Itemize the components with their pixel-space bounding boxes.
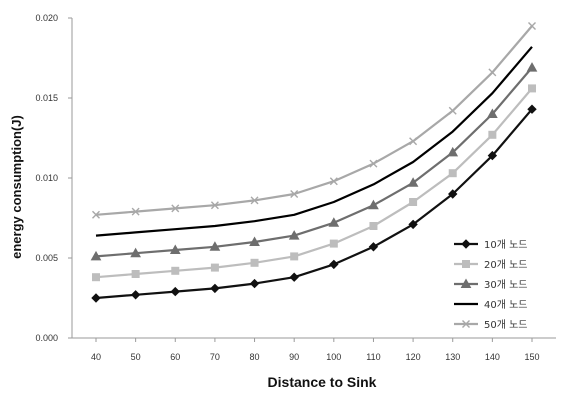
data-point	[448, 106, 457, 115]
y-tick-label: 0.005	[35, 253, 58, 263]
legend-label: 40개 노드	[484, 299, 528, 311]
y-tick-label: 0.010	[35, 173, 58, 183]
data-point	[131, 270, 140, 278]
x-tick-label: 70	[210, 352, 220, 362]
legend-label: 30개 노드	[484, 279, 528, 291]
series-2	[92, 84, 536, 282]
x-tick-label: 100	[326, 352, 341, 362]
data-point	[448, 169, 457, 178]
series-line	[95, 108, 533, 300]
x-tick-label: 50	[131, 352, 141, 362]
x-tick-label: 130	[445, 352, 460, 362]
data-point	[408, 219, 418, 230]
data-point	[369, 159, 378, 168]
data-point	[250, 196, 259, 205]
x-tick-label: 90	[289, 352, 299, 362]
data-point	[210, 201, 219, 210]
data-point	[249, 278, 260, 289]
legend-label: 50개 노드	[484, 319, 528, 331]
x-tick-label: 80	[250, 352, 260, 362]
series-4	[95, 46, 533, 237]
data-point	[131, 207, 140, 216]
legend-item: 40개 노드	[454, 299, 528, 311]
data-point	[130, 247, 141, 258]
legend-marker	[460, 278, 472, 288]
data-point	[91, 293, 101, 303]
data-point	[448, 189, 458, 199]
data-point	[92, 273, 100, 282]
y-tick-label: 0.000	[35, 333, 58, 343]
data-point	[92, 210, 100, 219]
legend-item: 20개 노드	[454, 259, 528, 271]
series-5	[92, 22, 536, 219]
data-point	[527, 104, 537, 114]
series-1	[91, 104, 537, 303]
data-point	[209, 241, 221, 251]
data-point	[288, 230, 300, 240]
legend: 10개 노드 20개 노드 30개 노드 40개 노드 50개 노드	[454, 239, 528, 331]
data-point	[407, 177, 419, 187]
data-point	[289, 272, 299, 282]
data-point	[328, 217, 340, 227]
legend-marker	[462, 260, 470, 268]
data-point	[409, 137, 418, 146]
legend-item: 30개 노드	[454, 278, 528, 291]
y-axis-ticks: 0.000 0.005 0.010 0.015 0.020	[35, 13, 72, 343]
series-layer	[90, 22, 538, 303]
data-point	[290, 190, 299, 198]
legend-label: 10개 노드	[484, 239, 528, 251]
x-tick-label: 140	[485, 352, 500, 362]
legend-item: 50개 노드	[454, 319, 528, 331]
data-point	[171, 266, 180, 275]
data-point	[368, 199, 379, 210]
data-point	[368, 242, 379, 252]
data-point	[528, 84, 536, 93]
y-tick-label: 0.020	[35, 13, 58, 23]
x-axis-ticks: 40 50 60 70 80 90 100 110 120 130 140 150	[91, 338, 540, 362]
data-point	[329, 259, 339, 270]
data-point	[487, 108, 498, 118]
y-axis-title: energy consumption(J)	[9, 115, 24, 259]
series-line	[95, 66, 533, 258]
x-axis-title: Distance to Sink	[268, 374, 377, 390]
legend-label: 20개 노드	[484, 259, 528, 271]
y-tick-label: 0.015	[35, 93, 58, 103]
data-point	[447, 146, 459, 157]
x-tick-label: 40	[91, 352, 101, 362]
data-point	[210, 283, 220, 294]
data-point	[130, 290, 141, 300]
series-line	[95, 46, 533, 237]
legend-marker	[461, 239, 471, 249]
x-tick-label: 110	[366, 352, 380, 362]
legend-item: 10개 노드	[454, 239, 528, 251]
data-point	[329, 177, 338, 186]
data-point	[329, 239, 338, 248]
series-line	[95, 25, 533, 216]
legend-marker	[462, 320, 470, 328]
data-point	[171, 204, 180, 213]
data-point	[528, 22, 536, 30]
data-point	[250, 258, 259, 267]
data-point	[169, 244, 181, 254]
data-point	[488, 68, 497, 77]
data-point	[249, 236, 260, 246]
data-point	[409, 198, 418, 206]
series-3	[90, 62, 538, 261]
x-tick-label: 60	[170, 352, 180, 362]
data-point	[170, 286, 180, 297]
data-point	[210, 263, 219, 272]
x-tick-label: 150	[524, 352, 539, 362]
x-tick-label: 120	[406, 352, 421, 362]
data-point	[369, 222, 378, 230]
data-point	[488, 130, 497, 139]
series-line	[95, 87, 533, 279]
data-point	[526, 62, 538, 72]
data-point	[487, 150, 498, 161]
data-point	[290, 252, 299, 261]
data-point	[90, 250, 102, 261]
